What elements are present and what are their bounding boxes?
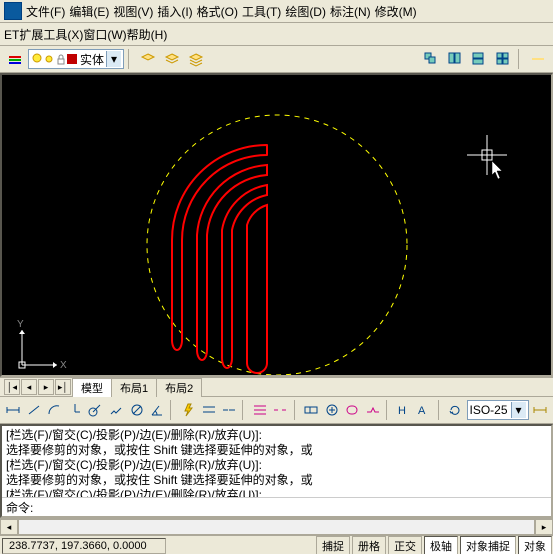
- command-scrollbar[interactable]: ◂ ▸: [0, 518, 553, 535]
- menu-modify[interactable]: 修改(M): [375, 3, 417, 20]
- chevron-down-icon: ▾: [511, 402, 526, 418]
- inspect[interactable]: [343, 399, 362, 421]
- menu-view[interactable]: 视图(V): [113, 3, 153, 20]
- window-tile-2[interactable]: [444, 48, 466, 70]
- chevron-down-icon: ▾: [106, 51, 121, 67]
- layers-icon-2[interactable]: [161, 48, 183, 70]
- dim-aligned[interactable]: [25, 399, 44, 421]
- command-log: [栏选(F)/窗交(C)/投影(P)/边(E)/删除(R)/放弃(U)]: 选择…: [2, 426, 551, 497]
- layer-name: 实体: [80, 51, 104, 68]
- dim-ord[interactable]: [66, 399, 85, 421]
- menu-help[interactable]: 帮助(H): [127, 26, 168, 43]
- layer-manager-button[interactable]: [4, 48, 26, 70]
- svg-text:A: A: [418, 405, 426, 417]
- sun-icon: [43, 53, 55, 65]
- dimension-toolbar: H A ISO-25 ▾: [0, 396, 553, 424]
- menu-file[interactable]: 文件(F): [26, 3, 65, 20]
- ucs-icon: X Y: [17, 319, 67, 371]
- command-input-row: 命令:: [2, 497, 551, 516]
- layout-tabs: │◂ ◂ ▸ ▸│ 模型 布局1 布局2: [0, 377, 553, 396]
- app-icon: [4, 2, 22, 20]
- crosshair-cursor: [467, 135, 507, 179]
- menu-tools[interactable]: 工具(T): [242, 3, 281, 20]
- tab-next[interactable]: ▸: [38, 379, 54, 395]
- status-polar[interactable]: 极轴: [424, 536, 458, 554]
- dimstyle-dropdown[interactable]: ISO-25 ▾: [467, 400, 529, 420]
- menu-dim[interactable]: 标注(N): [330, 3, 371, 20]
- menu-insert[interactable]: 插入(I): [157, 3, 192, 20]
- dimstyle-name: ISO-25: [470, 403, 508, 417]
- log-line: [栏选(F)/窗交(C)/投影(P)/边(E)/删除(R)/放弃(U)]:: [6, 428, 547, 443]
- circle-outline: [147, 115, 407, 375]
- layer-color-swatch: [67, 54, 77, 64]
- log-line: 选择要修剪的对象，或按住 Shift 键选择要延伸的对象，或: [6, 443, 547, 458]
- coordinates: 238.7737, 197.3660, 0.0000: [2, 538, 166, 554]
- tab-last[interactable]: ▸│: [55, 379, 71, 395]
- window-tile-4[interactable]: [492, 48, 514, 70]
- dim-angular[interactable]: [148, 399, 167, 421]
- window-tile-1[interactable]: [420, 48, 442, 70]
- layers-icon-1[interactable]: [137, 48, 159, 70]
- layer-toolbar: 实体 ▾: [0, 46, 553, 73]
- scroll-left[interactable]: ◂: [0, 519, 18, 535]
- dim-update[interactable]: [446, 399, 465, 421]
- menu-window[interactable]: 窗口(W): [83, 26, 126, 43]
- dim-continue[interactable]: [220, 399, 239, 421]
- tab-first[interactable]: │◂: [4, 379, 20, 395]
- status-grid[interactable]: 册格: [352, 536, 386, 554]
- dim-arc[interactable]: [45, 399, 64, 421]
- svg-text:H: H: [398, 405, 406, 417]
- status-osnap[interactable]: 对象捕捉: [460, 536, 516, 554]
- status-obj[interactable]: 对象: [518, 536, 552, 554]
- dimstyle-btn[interactable]: [531, 399, 550, 421]
- scroll-track[interactable]: [18, 519, 535, 535]
- menu-bar: 文件(F) 编辑(E) 视图(V) 插入(I) 格式(O) 工具(T) 绘图(D…: [0, 0, 553, 23]
- trimmed-shape: [172, 145, 267, 373]
- svg-text:X: X: [60, 360, 67, 371]
- tab-model[interactable]: 模型: [72, 378, 112, 397]
- dim-radius[interactable]: [86, 399, 105, 421]
- command-prompt: 命令:: [6, 499, 33, 516]
- dim-quick[interactable]: [179, 399, 198, 421]
- dim-jog[interactable]: [107, 399, 126, 421]
- status-snap[interactable]: 捕捉: [316, 536, 350, 554]
- log-line: [栏选(F)/窗交(C)/投影(P)/边(E)/删除(R)/放弃(U)]:: [6, 488, 547, 497]
- layers-icon-3[interactable]: [185, 48, 207, 70]
- menu-bar-2: ET扩展工具(X) 窗口(W) 帮助(H): [0, 23, 553, 46]
- log-line: [栏选(F)/窗交(C)/投影(P)/边(E)/删除(R)/放弃(U)]:: [6, 458, 547, 473]
- tab-layout1[interactable]: 布局1: [111, 378, 157, 397]
- dim-edit[interactable]: H: [395, 399, 414, 421]
- dim-linear[interactable]: [4, 399, 23, 421]
- window-tile-3[interactable]: [468, 48, 490, 70]
- tab-prev[interactable]: ◂: [21, 379, 37, 395]
- dim-baseline[interactable]: [199, 399, 218, 421]
- scroll-right[interactable]: ▸: [535, 519, 553, 535]
- svg-text:Y: Y: [17, 319, 24, 330]
- command-input[interactable]: [33, 499, 547, 515]
- lock-icon: [55, 53, 67, 65]
- dim-break[interactable]: [271, 399, 290, 421]
- drawing-canvas[interactable]: X Y: [0, 73, 553, 377]
- menu-format[interactable]: 格式(O): [197, 3, 238, 20]
- command-window: [栏选(F)/窗交(C)/投影(P)/边(E)/删除(R)/放弃(U)]: 选择…: [0, 424, 553, 518]
- toggle-button[interactable]: [527, 48, 549, 70]
- tolerance[interactable]: [302, 399, 321, 421]
- status-bar: 238.7737, 197.3660, 0.0000 捕捉 册格 正交 极轴 对…: [0, 535, 553, 554]
- dim-diameter[interactable]: [127, 399, 146, 421]
- log-line: 选择要修剪的对象，或按住 Shift 键选择要延伸的对象，或: [6, 473, 547, 488]
- jog-line[interactable]: [364, 399, 383, 421]
- dim-tedit[interactable]: A: [415, 399, 434, 421]
- dim-space[interactable]: [251, 399, 270, 421]
- center-mark[interactable]: [323, 399, 342, 421]
- layer-dropdown[interactable]: 实体 ▾: [28, 49, 124, 69]
- status-ortho[interactable]: 正交: [388, 536, 422, 554]
- bulb-icon: [31, 53, 43, 65]
- menu-edit[interactable]: 编辑(E): [69, 3, 109, 20]
- menu-et[interactable]: ET扩展工具(X): [4, 26, 83, 43]
- tab-layout2[interactable]: 布局2: [156, 378, 202, 397]
- menu-draw[interactable]: 绘图(D): [285, 3, 326, 20]
